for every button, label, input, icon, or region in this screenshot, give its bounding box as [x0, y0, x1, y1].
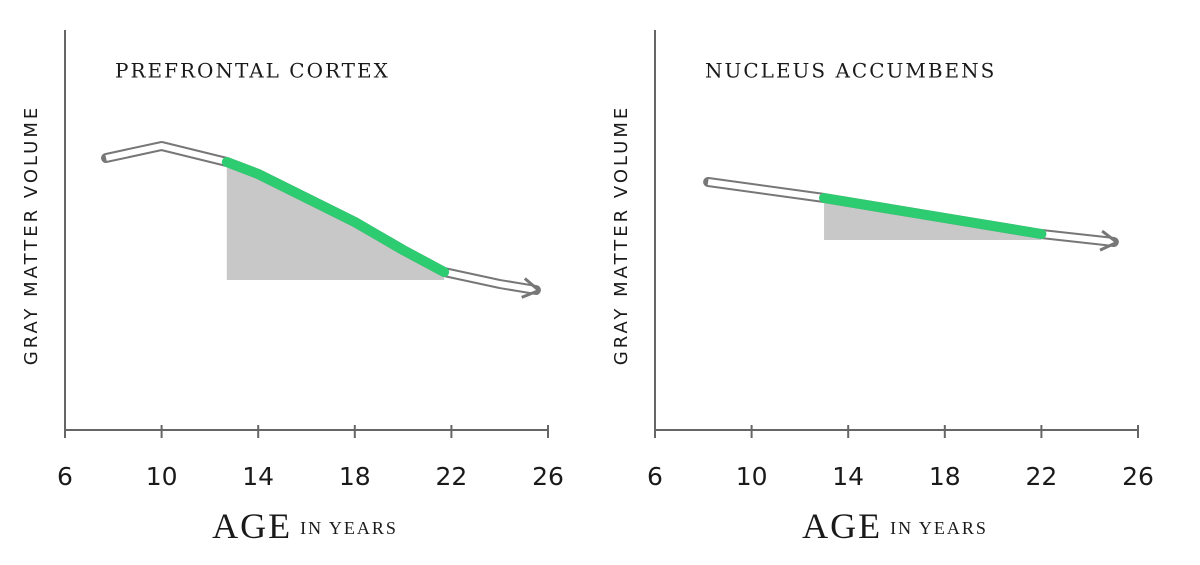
x-tick-label: 10 [146, 462, 178, 491]
highlight-segment [253, 169, 312, 203]
x-tick-label: 26 [532, 462, 564, 491]
x-axis-label-main: AGE [212, 506, 292, 546]
x-axis-label-sub: IN YEARS [890, 518, 988, 538]
highlight-segment [398, 245, 450, 277]
highlight-area [226, 162, 445, 280]
x-tick-label: 22 [1025, 462, 1057, 491]
x-axis-label-sub: IN YEARS [300, 518, 398, 538]
x-tick-label: 14 [242, 462, 274, 491]
x-tick-label: 6 [57, 462, 73, 491]
y-axis-label: GRAY MATTER VOLUME [21, 105, 42, 365]
x-axis-label-main: AGE [802, 506, 882, 546]
highlight-segment [349, 217, 409, 255]
x-tick-label: 22 [435, 462, 467, 491]
x-tick-label: 26 [1122, 462, 1154, 491]
x-tick-label: 14 [832, 462, 864, 491]
x-tick-label: 18 [929, 462, 961, 491]
highlight-segment [963, 217, 1047, 239]
highlight-segment [221, 157, 264, 179]
x-tick-label: 10 [736, 462, 768, 491]
x-axis-label: AGE IN YEARS [212, 506, 398, 546]
arrow-head [521, 277, 541, 299]
x-tick-label: 6 [647, 462, 663, 491]
x-tick-label: 18 [339, 462, 371, 491]
highlight-segment [301, 193, 360, 227]
highlight-segment [891, 205, 974, 227]
y-axis-label: GRAY MATTER VOLUME [611, 105, 632, 365]
chart-title: PREFRONTAL CORTEX [115, 59, 390, 83]
chart-title: NUCLEUS ACCUMBENS [705, 59, 996, 83]
highlight-segment [819, 193, 902, 215]
x-axis-label: AGE IN YEARS [802, 506, 988, 546]
arrow-head [1099, 229, 1119, 252]
